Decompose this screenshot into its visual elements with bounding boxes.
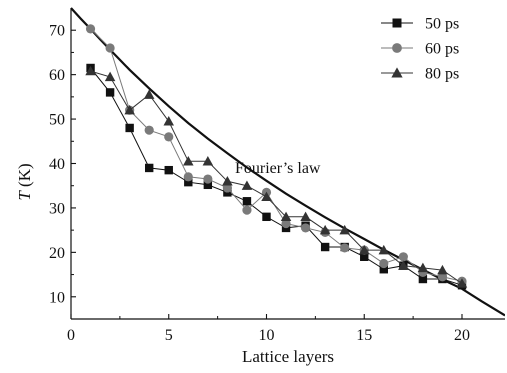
data-point-60-ps-5 [164, 132, 174, 142]
legend-label-60-ps: 60 ps [425, 41, 459, 58]
y-axis-label: T (K) [15, 163, 34, 200]
data-point-80-ps-6 [183, 156, 194, 166]
plot-content [71, 7, 505, 317]
data-point-60-ps-16 [379, 258, 389, 269]
data-point-80-ps-16 [378, 244, 390, 255]
data-point-60-ps-14 [340, 243, 350, 253]
y-tick-label-10: 10 [49, 289, 65, 306]
data-point-50-ps-9 [242, 197, 252, 206]
x-axis-label: Lattice layers [242, 347, 334, 366]
data-point-80-ps-19 [437, 264, 448, 275]
data-point-50-ps-7 [203, 180, 213, 190]
data-point-80-ps-10 [261, 191, 272, 202]
data-point-80-ps-18 [417, 262, 429, 273]
data-point-50-ps-5 [164, 165, 173, 175]
data-point-80-ps-4 [143, 89, 155, 99]
y-axis-label-symbol: T [15, 190, 34, 201]
x-tick-label-5: 5 [165, 327, 173, 344]
data-point-80-ps-15 [358, 244, 370, 255]
series-line-60-ps [90, 28, 463, 282]
y-axis-label-unit: (K) [15, 163, 34, 191]
data-point-80-ps-13 [319, 224, 331, 235]
data-point-80-ps-12 [300, 211, 311, 222]
data-point-60-ps-12 [300, 223, 311, 233]
x-tick-label-0: 0 [67, 327, 75, 344]
data-point-80-ps-7 [202, 156, 214, 166]
legend-item-60-ps: 60 ps [381, 41, 459, 58]
data-point-60-ps-19 [437, 272, 448, 282]
fourier-law-annotation: Fourier’s law [235, 160, 321, 177]
data-point-50-ps-4 [144, 163, 154, 173]
data-point-60-ps-2 [105, 43, 115, 53]
y-tick-label-40: 40 [49, 156, 65, 173]
data-point-50-ps-6 [184, 177, 193, 187]
y-tick-label-60: 60 [49, 67, 65, 84]
x-tick-label-15: 15 [356, 327, 372, 344]
data-point-80-ps-20 [456, 278, 468, 288]
axes: 0 5 10 15 20 10 20 30 40 50 60 70 [49, 8, 505, 344]
data-point-60-ps-8 [222, 183, 232, 193]
data-point-50-ps-15 [360, 252, 369, 261]
series-line-80-ps [90, 70, 463, 284]
data-point-80-ps-14 [339, 224, 350, 235]
data-point-80-ps-11 [280, 211, 292, 222]
data-point-80-ps-1 [85, 65, 96, 76]
data-point-80-ps-2 [104, 71, 116, 82]
legend: 50 ps 60 ps 80 ps [381, 16, 459, 83]
data-point-60-ps-7 [203, 174, 213, 184]
data-point-50-ps-18 [418, 274, 428, 284]
data-point-60-ps-4 [144, 125, 154, 135]
data-point-80-ps-17 [398, 260, 409, 270]
data-point-60-ps-9 [242, 205, 252, 215]
y-tick-label-20: 20 [49, 245, 65, 262]
legend-marker-50-ps [392, 18, 402, 28]
legend-marker-80-ps [391, 67, 403, 78]
data-point-60-ps-1 [85, 24, 96, 34]
legend-marker-60-ps [392, 43, 402, 53]
x-tick-label-20: 20 [454, 327, 470, 344]
y-tick-label-70: 70 [49, 23, 65, 40]
data-point-50-ps-13 [320, 242, 330, 252]
series-80-ps [85, 65, 468, 288]
data-point-50-ps-2 [105, 88, 115, 97]
data-point-50-ps-10 [262, 212, 271, 222]
data-point-80-ps-3 [124, 104, 135, 115]
data-point-60-ps-11 [281, 218, 291, 229]
data-point-60-ps-17 [398, 252, 408, 262]
legend-item-80-ps: 80 ps [381, 66, 459, 83]
legend-item-50-ps: 50 ps [381, 16, 459, 33]
data-point-50-ps-16 [379, 265, 388, 274]
x-tick-label-10: 10 [258, 327, 274, 344]
data-point-80-ps-8 [222, 176, 233, 186]
plot-area [71, 7, 505, 317]
legend-label-50-ps: 50 ps [425, 16, 459, 33]
data-point-60-ps-6 [183, 172, 193, 182]
data-point-80-ps-9 [241, 180, 253, 190]
legend-label-80-ps: 80 ps [425, 66, 459, 83]
y-tick-label-50: 50 [49, 112, 65, 129]
data-point-80-ps-5 [163, 116, 174, 126]
y-tick-label-30: 30 [49, 200, 65, 217]
data-point-50-ps-3 [125, 123, 134, 133]
